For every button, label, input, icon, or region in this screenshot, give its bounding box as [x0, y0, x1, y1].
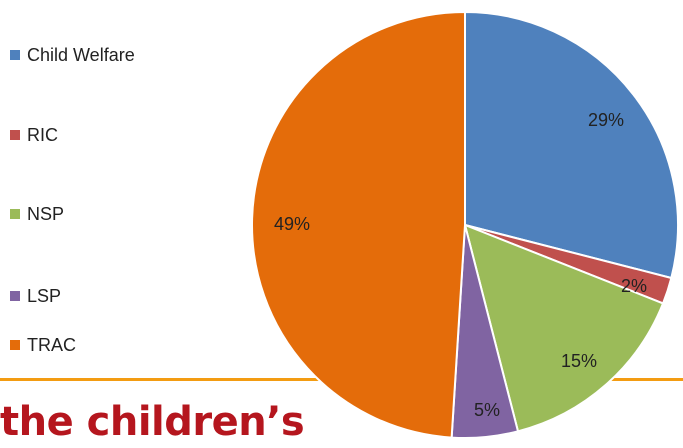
legend-swatch-ric [10, 130, 20, 140]
pie-slice-trac [251, 10, 466, 439]
legend-label-child-welfare: Child Welfare [27, 44, 135, 65]
data-label-child-welfare: 29% [588, 110, 624, 130]
legend-item-ric: RIC [10, 123, 58, 147]
legend-item-lsp: LSP [10, 284, 61, 308]
legend-swatch-lsp [10, 291, 20, 301]
legend: Child Welfare RIC NSP LSP TRAC [10, 0, 210, 380]
legend-label-trac: TRAC [27, 334, 76, 355]
legend-item-nsp: NSP [10, 202, 64, 226]
legend-label-nsp: NSP [27, 203, 65, 224]
data-label-lsp: 5% [474, 400, 500, 420]
legend-swatch-nsp [10, 209, 20, 219]
brand-wordmark: the children’s [0, 399, 305, 445]
legend-swatch-trac [10, 340, 20, 350]
legend-item-trac: TRAC [10, 333, 76, 357]
data-label-trac: 49% [274, 214, 310, 234]
pie-slice-nsp [463, 223, 665, 433]
legend-label-ric: RIC [27, 124, 58, 145]
pie-slice-child-welfare [464, 10, 679, 280]
legend-label-lsp: LSP [27, 285, 62, 306]
data-label-nsp: 15% [561, 351, 597, 371]
legend-swatch-child-welfare [10, 50, 20, 60]
legend-item-child-welfare: Child Welfare [10, 43, 135, 67]
data-label-ric: 2% [621, 276, 647, 296]
